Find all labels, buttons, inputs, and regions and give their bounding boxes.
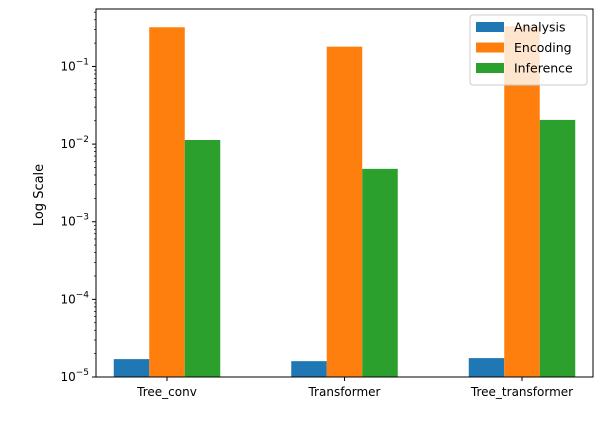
legend-swatch-analysis xyxy=(476,22,504,32)
y-tick-label-base: 10 xyxy=(60,215,75,229)
y-tick-label: 10−4 xyxy=(60,290,89,306)
y-tick-label-exponent: −2 xyxy=(76,135,89,145)
bar-inference-transformer xyxy=(362,168,398,377)
legend: Analysis Encoding Inference xyxy=(469,14,588,86)
bar-encoding-transformer xyxy=(326,46,363,377)
y-tick-label-exponent: −5 xyxy=(76,368,89,378)
legend-label-inference: Inference xyxy=(514,61,573,76)
bar-analysis-tree-transformer xyxy=(468,358,505,377)
bar-inference-tree-transformer xyxy=(539,119,576,378)
bar-analysis-transformer xyxy=(291,361,327,377)
x-tick-label: Tree_conv xyxy=(136,385,197,399)
x-tick-label: Tree_transformer xyxy=(470,385,573,399)
y-tick-label-base: 10 xyxy=(60,59,75,73)
y-tick-label-exponent: −4 xyxy=(76,290,90,300)
y-tick-label-base: 10 xyxy=(60,370,75,384)
bar-analysis-tree-conv xyxy=(113,359,150,377)
y-axis-ticks: 10−510−410−310−210−1 xyxy=(60,11,96,384)
x-axis-ticks: Tree_conv Transformer Tree_transformer xyxy=(136,377,573,399)
y-tick-label: 10−1 xyxy=(60,57,89,73)
y-tick-label-exponent: −3 xyxy=(76,213,89,223)
y-tick-label: 10−3 xyxy=(60,213,89,229)
bar-encoding-tree-conv xyxy=(149,27,185,377)
y-tick-label-exponent: −1 xyxy=(76,57,89,67)
legend-swatch-encoding xyxy=(476,42,504,53)
y-tick-label: 10−5 xyxy=(60,368,89,384)
x-tick-label: Transformer xyxy=(307,385,380,399)
y-tick-label-base: 10 xyxy=(60,137,75,151)
y-tick-label: 10−2 xyxy=(60,135,89,151)
legend-label-encoding: Encoding xyxy=(514,40,572,55)
y-tick-label-base: 10 xyxy=(60,292,75,306)
legend-label-analysis: Analysis xyxy=(514,20,566,35)
y-axis-label: Log Scale xyxy=(32,164,47,226)
bar-inference-tree-conv xyxy=(184,139,221,377)
legend-swatch-inference xyxy=(476,63,504,73)
